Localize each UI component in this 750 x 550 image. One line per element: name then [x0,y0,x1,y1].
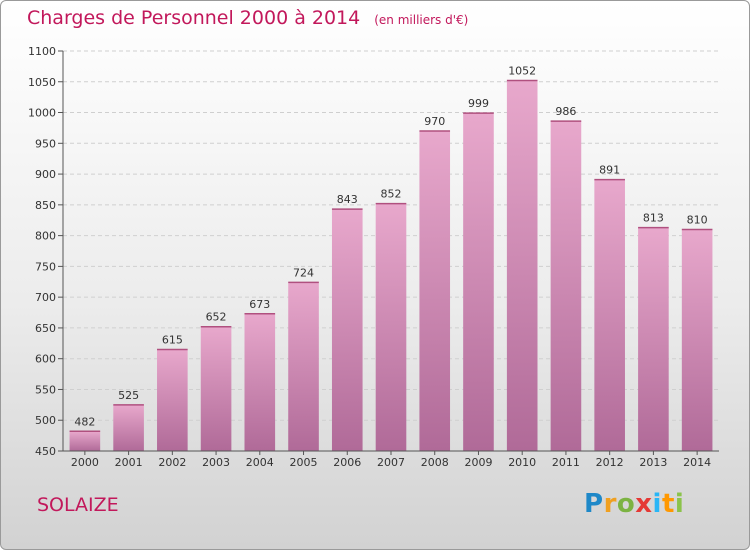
x-tick-label: 2013 [639,456,667,469]
data-label: 652 [206,311,227,324]
x-tick-label: 2001 [115,456,143,469]
y-tick-label: 900 [35,168,56,181]
y-tick-label: 1050 [28,76,56,89]
x-tick-label: 2009 [464,456,492,469]
bar [288,282,319,451]
bar [419,131,451,451]
city-name: SOLAIZE [37,494,119,516]
logo-letter: i [652,489,662,519]
data-label: 1052 [508,65,536,78]
data-label: 525 [118,389,139,402]
chart-title-text: Charges de Personnel 2000 à 2014 [27,7,361,29]
chart-title: Charges de Personnel 2000 à 2014 (en mill… [27,7,468,29]
y-tick-label: 1000 [28,107,56,120]
bar [463,113,494,452]
bar [331,209,363,451]
bar [200,326,232,451]
x-tick-label: 2005 [290,456,318,469]
logo-letter: i [674,489,685,519]
logo-letter: t [661,489,675,519]
x-tick-label: 2010 [508,456,536,469]
y-tick-label: 650 [35,322,56,335]
data-label: 615 [162,333,183,346]
logo-letter: x [635,489,653,519]
proxiti-logo: Proxiti [584,489,684,519]
x-tick-label: 2002 [158,456,186,469]
data-label: 999 [468,97,489,110]
bars: 482 525 615 652 673 724 843 852 970 999 1052 986 891… [69,65,713,452]
y-tick-label: 750 [35,260,56,273]
bar [69,431,101,451]
logo-letter: P [584,489,604,519]
bar [375,203,407,451]
y-tick-label: 850 [35,199,56,212]
x-tick-label: 2003 [202,456,230,469]
axes: 450 500 550 600 650 700 750 800 850 900 950 1000 105… [28,45,719,469]
bar [244,313,276,451]
y-tick-label: 950 [35,137,56,150]
x-tick-label: 2012 [596,456,624,469]
data-label: 970 [424,115,445,128]
bar [638,227,669,451]
y-tick-label: 600 [35,353,56,366]
x-tick-label: 2008 [421,456,449,469]
data-label: 986 [555,105,576,118]
y-tick-label: 1100 [28,45,56,58]
logo-letter: o [616,489,636,519]
x-tick-label: 2011 [552,456,580,469]
bar [157,349,188,451]
data-label: 724 [293,266,314,279]
bar [113,404,144,451]
data-label: 813 [643,212,664,225]
x-tick-label: 2006 [333,456,361,469]
bar [506,80,538,452]
chart-subtitle: (en milliers d'€) [374,13,469,27]
y-tick-label: 550 [35,383,56,396]
data-label: 843 [337,193,358,206]
logo-letter: r [603,489,617,519]
y-tick-label: 700 [35,291,56,304]
x-tick-label: 2000 [71,456,99,469]
bar [681,229,713,451]
data-label: 891 [599,164,620,177]
x-tick-label: 2007 [377,456,405,469]
y-tick-label: 800 [35,230,56,243]
data-label: 852 [381,188,402,201]
bar [594,179,625,451]
x-tick-label: 2014 [683,456,711,469]
bar [550,121,582,452]
data-label: 673 [249,298,270,311]
x-tick-label: 2004 [246,456,274,469]
y-tick-label: 450 [35,445,56,458]
data-label: 482 [74,415,95,428]
y-tick-label: 500 [35,414,56,427]
data-label: 810 [687,213,708,226]
